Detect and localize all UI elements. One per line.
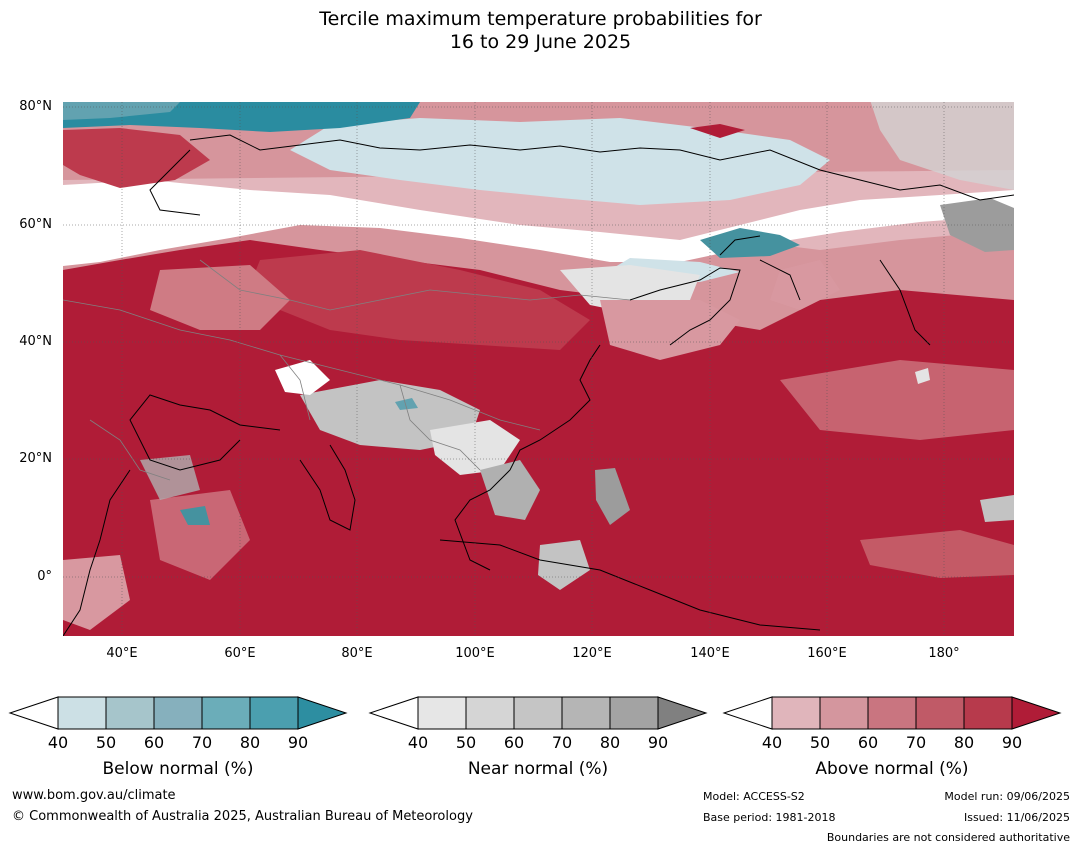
region-blue-africa (180, 506, 210, 525)
colorbar-below-under (8, 696, 59, 730)
region-pink-india-ocean (150, 490, 250, 580)
colorbar-near-over (657, 696, 708, 730)
coastlines (63, 134, 1014, 636)
lon-label-120e: 120°E (572, 646, 612, 661)
colorbar-near (368, 696, 708, 730)
lon-label-180: 180° (928, 646, 960, 661)
near-tick-90: 90 (647, 733, 669, 752)
below-tick-40: 40 (47, 733, 69, 752)
above-bin-5 (963, 696, 1013, 730)
colorbar-below-title: Below normal (%) (102, 759, 254, 779)
region-grey-ne (940, 198, 1014, 252)
below-bin-4 (201, 696, 251, 730)
near-tick-80: 80 (599, 733, 621, 752)
near-bin-3 (513, 696, 563, 730)
region-pink-central (150, 265, 290, 330)
region-grey-borneo (538, 540, 590, 590)
above-bin-1 (771, 696, 821, 730)
below-tick-60: 60 (143, 733, 165, 752)
region-white-near (63, 180, 1014, 266)
lat-label-40n: 40°N (19, 334, 52, 349)
above-tick-70: 70 (905, 733, 927, 752)
footer-base-period: Base period: 1981-2018 (703, 811, 836, 824)
lat-label-20n: 20°N (19, 451, 52, 466)
footer-model-run: Model run: 09/06/2025 (944, 790, 1070, 803)
below-bin-3 (153, 696, 203, 730)
below-bin-5 (249, 696, 299, 730)
above-tick-40: 40 (761, 733, 783, 752)
above-bin-2 (819, 696, 869, 730)
region-pink-pacific (780, 360, 1014, 440)
colorbar-above (722, 696, 1062, 730)
colorbar-near-title: Near normal (%) (467, 759, 609, 779)
near-tick-50: 50 (455, 733, 477, 752)
below-bin-1 (57, 696, 107, 730)
region-red-taymyr (690, 124, 745, 138)
colorbar-near-under (368, 696, 419, 730)
borders (63, 259, 631, 481)
near-tick-70: 70 (551, 733, 573, 752)
region-pink-pacific2 (860, 530, 1014, 578)
region-blue-tibet (395, 398, 418, 410)
lon-label-80e: 80°E (341, 646, 373, 661)
below-tick-70: 70 (191, 733, 213, 752)
near-bin-2 (465, 696, 515, 730)
near-bin-4 (561, 696, 611, 730)
footer-model: Model: ACCESS-S2 (703, 790, 805, 803)
lat-label-80n: 80°N (19, 99, 52, 114)
colorbar-below-bins (57, 696, 299, 730)
colorbar-above-over (1011, 696, 1062, 730)
above-bin-4 (915, 696, 965, 730)
below-bin-2 (105, 696, 155, 730)
grid-lines (63, 102, 1014, 636)
chart-title-line2: 16 to 29 June 2025 (449, 31, 632, 53)
region-midred-central (250, 250, 590, 350)
lon-label-60e: 60°E (224, 646, 256, 661)
near-tick-40: 40 (407, 733, 429, 752)
lat-label-60n: 60°N (19, 217, 52, 232)
region-red-scandinavia (63, 128, 210, 188)
footer-issued: Issued: 11/06/2025 (963, 811, 1070, 824)
near-bin-1 (417, 696, 467, 730)
footer-url: www.bom.gov.au/climate (12, 788, 176, 803)
above-tick-60: 60 (857, 733, 879, 752)
near-tick-60: 60 (503, 733, 525, 752)
colorbar-near-bins (417, 696, 659, 730)
below-tick-50: 50 (95, 733, 117, 752)
below-tick-90: 90 (287, 733, 309, 752)
chart-title: Tercile maximum temperature probabilitie… (0, 8, 1081, 54)
region-pink-china-north (600, 300, 740, 360)
region-grey-dot (915, 368, 930, 384)
region-light-blue-north (290, 118, 830, 205)
region-blue-west (63, 102, 180, 120)
colorbar-above-bins (771, 696, 1013, 730)
chart-title-line1: Tercile maximum temperature probabilitie… (319, 8, 762, 30)
region-grey-indochina (480, 460, 540, 520)
colorbar-above-under (722, 696, 773, 730)
lon-label-140e: 140°E (690, 646, 730, 661)
region-grey-philippines (595, 468, 630, 525)
lon-label-160e: 160°E (807, 646, 847, 661)
below-tick-80: 80 (239, 733, 261, 752)
colorbar-above-title: Above normal (%) (815, 759, 969, 779)
region-grey-near-ne (870, 102, 1014, 190)
footer-boundaries-note: Boundaries are not considered authoritat… (826, 831, 1070, 844)
above-tick-50: 50 (809, 733, 831, 752)
colorbar-below-over (297, 696, 348, 730)
region-pink-kamchatka-south (770, 260, 840, 310)
region-grey-ocean-east (980, 495, 1014, 522)
near-bin-5 (609, 696, 659, 730)
probability-map (63, 102, 1014, 636)
region-grey-africa (140, 455, 200, 500)
above-bin-3 (867, 696, 917, 730)
above-tick-80: 80 (953, 733, 975, 752)
lat-label-0: 0° (37, 569, 52, 584)
footer-copyright: © Commonwealth of Australia 2025, Austra… (12, 809, 473, 824)
lon-label-40e: 40°E (106, 646, 138, 661)
colorbar-below (8, 696, 348, 730)
above-tick-90: 90 (1001, 733, 1023, 752)
lon-label-100e: 100°E (455, 646, 495, 661)
region-white-tibet (275, 360, 330, 395)
